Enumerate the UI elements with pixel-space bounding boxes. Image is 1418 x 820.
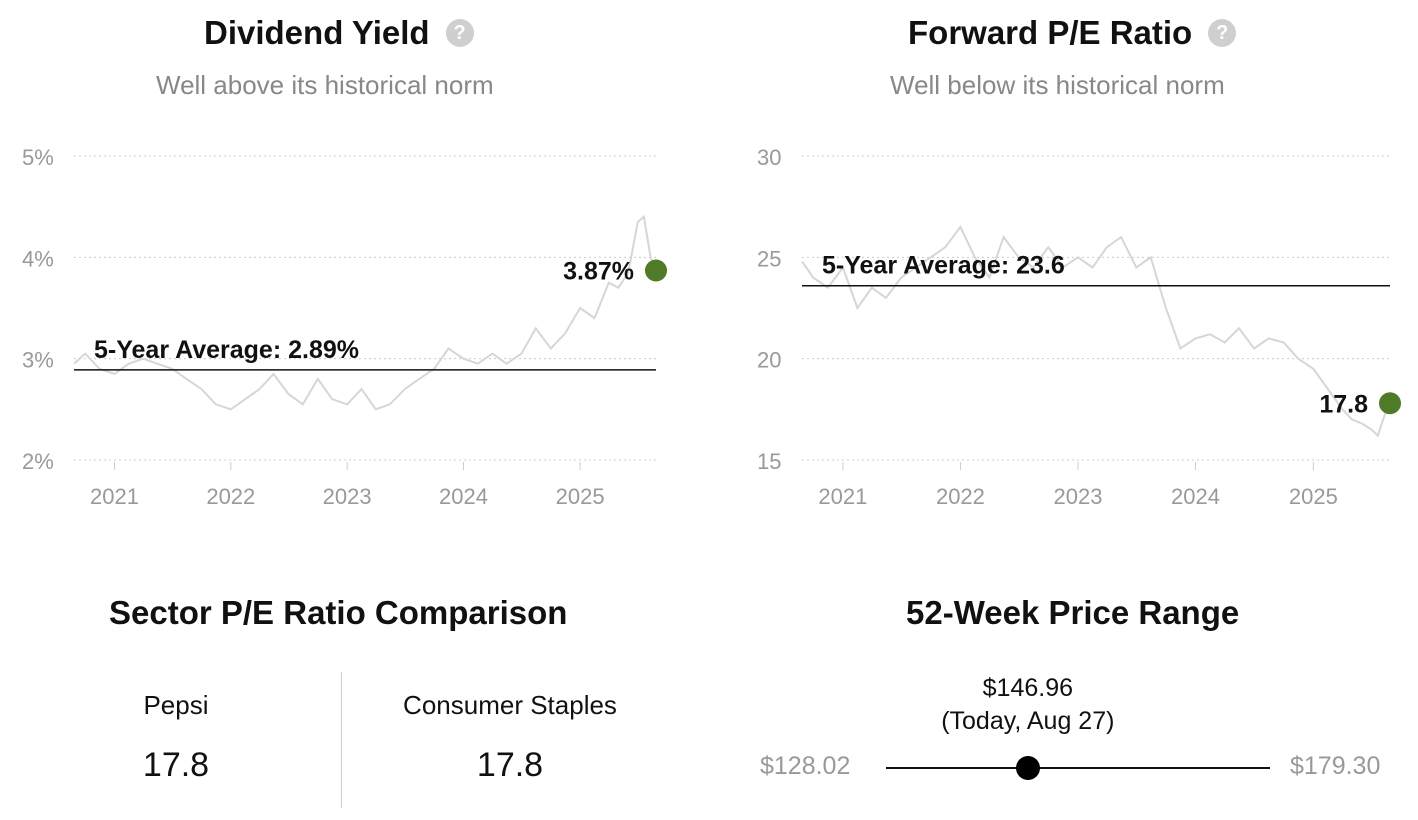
forward-pe-title: Forward P/E Ratio ? — [908, 14, 1237, 52]
range-high: $179.30 — [1290, 752, 1381, 780]
average-label: 5-Year Average: 2.89% — [94, 336, 359, 364]
x-tick-label: 2022 — [936, 484, 985, 509]
dividend-yield-title: Dividend Yield ? — [204, 14, 474, 52]
dividend-yield-chart: 2% 3% 4% 5% 2021 2022 2023 2024 2025 5-Year Avera… — [22, 145, 667, 509]
y-tick-label: 20 — [757, 348, 781, 373]
y-tick-label: 3% — [22, 348, 54, 373]
y-tick-label: 25 — [757, 246, 781, 271]
question-circle-icon[interactable]: ? — [1208, 19, 1237, 47]
current-value-marker — [1379, 392, 1401, 415]
range-low: $128.02 — [760, 752, 851, 780]
question-circle-icon[interactable]: ? — [445, 19, 474, 47]
current-price-note: (Today, Aug 27) — [941, 707, 1115, 735]
x-tick-label: 2024 — [439, 484, 488, 509]
dividend-yield-title-text: Dividend Yield — [204, 14, 430, 51]
x-tick-label: 2025 — [556, 484, 605, 509]
range-track — [886, 767, 1270, 769]
current-value-marker — [645, 259, 667, 282]
sector-divider — [341, 672, 342, 808]
history-series-line — [801, 224, 1391, 438]
x-tick-label: 2021 — [818, 484, 867, 509]
forward-pe-subtitle: Well below its historical norm — [890, 70, 1225, 100]
history-series-line — [73, 214, 657, 411]
price-range-title: 52-Week Price Range — [906, 594, 1240, 631]
current-price: $146.96 — [982, 674, 1074, 702]
sector-label: Consumer Staples — [403, 690, 617, 720]
sector-pe-title: Sector P/E Ratio Comparison — [109, 594, 568, 631]
current-value-label: 3.87% — [563, 258, 634, 286]
x-tick-label: 2023 — [1053, 484, 1102, 509]
current-price-marker — [1015, 756, 1040, 780]
forward-pe-title-text: Forward P/E Ratio — [908, 14, 1193, 51]
sector-pe-value: 17.8 — [476, 746, 544, 784]
x-tick-label: 2021 — [90, 484, 139, 509]
company-pe-value: 17.8 — [142, 746, 210, 784]
current-price-label: $146.96 (Today, Aug 27) — [898, 674, 1158, 736]
x-tick-label: 2022 — [206, 484, 255, 509]
dividend-yield-subtitle: Well above its historical norm — [156, 70, 494, 100]
x-tick-label: 2024 — [1171, 484, 1220, 509]
company-label: Pepsi — [143, 690, 209, 720]
x-tick-label: 2025 — [1289, 484, 1338, 509]
y-tick-label: 5% — [22, 145, 54, 170]
y-tick-label: 4% — [22, 246, 54, 271]
average-label: 5-Year Average: 23.6 — [822, 252, 1065, 280]
y-tick-label: 2% — [22, 449, 54, 474]
x-tick-label: 2023 — [323, 484, 372, 509]
y-tick-label: 30 — [757, 145, 781, 170]
current-value-label: 17.8 — [1319, 390, 1368, 418]
y-tick-label: 15 — [757, 449, 781, 474]
